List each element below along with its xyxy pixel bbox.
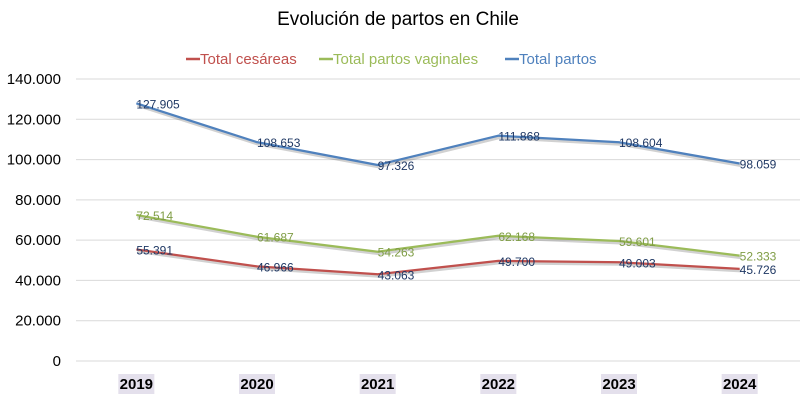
x-tick-label: 2019 bbox=[120, 376, 153, 393]
x-tick-highlight bbox=[721, 374, 758, 394]
y-tick-label: 100.000 bbox=[7, 152, 61, 169]
data-label: 52.333 bbox=[740, 250, 777, 264]
x-tick-label: 2024 bbox=[723, 376, 757, 393]
data-label: 111.868 bbox=[498, 130, 540, 144]
x-tick-label: 2022 bbox=[482, 376, 515, 393]
y-tick-label: 40.000 bbox=[15, 272, 61, 289]
data-label: 61.687 bbox=[257, 231, 294, 245]
data-label: 97.326 bbox=[378, 159, 415, 173]
series-line-0 bbox=[136, 248, 740, 276]
y-tick-label: 120.000 bbox=[7, 111, 61, 128]
data-label: 43.063 bbox=[378, 268, 415, 282]
x-tick-highlight bbox=[480, 374, 517, 394]
y-tick-label: 0 bbox=[53, 353, 61, 370]
series-line-shadow bbox=[137, 215, 741, 260]
data-label: 49.700 bbox=[498, 255, 535, 269]
data-label: 59.601 bbox=[619, 235, 656, 249]
x-tick-label: 2023 bbox=[602, 376, 635, 393]
x-tick-label: 2021 bbox=[361, 376, 394, 393]
y-tick-label: 140.000 bbox=[7, 71, 61, 88]
data-label: 108.604 bbox=[619, 136, 663, 150]
legend-label: Total partos vaginales bbox=[333, 51, 478, 68]
x-tick-highlight bbox=[359, 374, 396, 394]
x-tick-highlight bbox=[239, 374, 275, 394]
data-label: 54.263 bbox=[378, 246, 415, 260]
data-label: 46.966 bbox=[257, 260, 294, 274]
series-line-shadow bbox=[136, 103, 741, 169]
chart-title: Evolución de partos en Chile bbox=[277, 9, 519, 30]
data-label: 45.726 bbox=[740, 263, 777, 277]
data-label: 55.391 bbox=[136, 243, 173, 257]
y-tick-label: 20.000 bbox=[15, 313, 61, 330]
data-label: 127.905 bbox=[136, 97, 180, 111]
data-labels: 55.391 46.966 43.063 49.700 49.003 45.726 72.5… bbox=[136, 97, 776, 282]
x-tick-highlight bbox=[118, 374, 155, 394]
legend-label: Total cesáreas bbox=[200, 51, 297, 68]
series-line-shadow bbox=[137, 249, 741, 278]
data-label: 72.514 bbox=[136, 209, 173, 223]
series-line-2 bbox=[135, 102, 740, 167]
legend: Total cesáreas Total partos vaginales Tota… bbox=[186, 51, 597, 68]
y-axis: 0 20.000 40.000 60.000 80.000 100.000 120.000 1… bbox=[7, 71, 61, 370]
series-group bbox=[135, 102, 741, 278]
data-label: 49.003 bbox=[619, 256, 656, 270]
data-label: 98.059 bbox=[740, 157, 777, 171]
y-tick-label: 60.000 bbox=[15, 232, 61, 249]
y-tick-label: 80.000 bbox=[15, 192, 61, 209]
data-label: 62.168 bbox=[498, 230, 535, 244]
gridlines bbox=[76, 78, 800, 362]
x-axis: 2019 2020 2021 2022 2023 2024 bbox=[118, 374, 758, 394]
data-label: 108.653 bbox=[257, 136, 301, 150]
legend-label: Total partos bbox=[519, 51, 597, 68]
series-line-1 bbox=[136, 213, 740, 257]
x-tick-highlight bbox=[601, 374, 637, 394]
x-tick-label: 2020 bbox=[240, 376, 273, 393]
